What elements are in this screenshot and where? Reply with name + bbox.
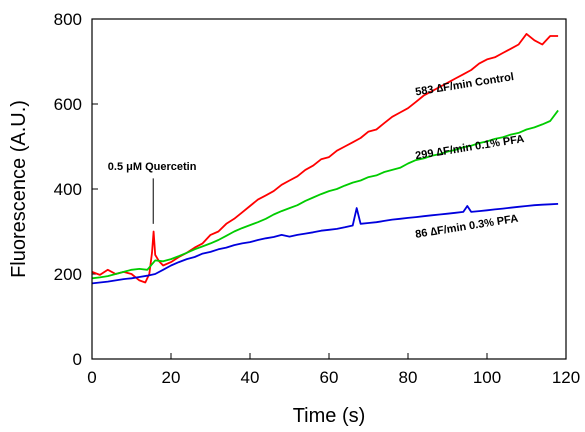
y-tick-label: 200 [54,265,82,284]
annotation-label: 299 ∆F/min 0.1% PFA [414,133,525,162]
y-tick-label: 800 [54,10,82,29]
y-tick-label: 400 [54,180,82,199]
x-tick-label: 80 [399,368,418,387]
annotation-label: 583 ∆F/min Control [414,71,514,98]
x-tick-label: 20 [162,368,181,387]
y-tick-label: 0 [73,350,82,369]
annotation-label: 0.5 μM Quercetin [108,161,197,173]
x-tick-label: 60 [320,368,339,387]
ticks-layer: 0 20 40 60 80 100 120 0 200 400 600 800 [54,10,581,387]
x-axis-label: Time (s) [293,405,366,427]
y-axis-label: Fluorescence (A.U.) [8,100,30,278]
x-tick-label: 40 [241,368,260,387]
plot-frame [91,18,567,360]
annotation-label: 86 ∆F/min 0.3% PFA [414,213,519,241]
x-tick-label: 100 [473,368,501,387]
series-layer [91,33,559,285]
y-tick-label: 600 [54,95,82,114]
x-tick-label: 0 [87,368,96,387]
annotation-layer: 583 ∆F/min Control 299 ∆F/min 0.1% PFA 86 … [108,71,525,241]
x-tick-label: 120 [552,368,580,387]
series-line-1 [91,109,559,280]
series-line-0 [91,33,559,284]
series-line-2 [91,203,559,285]
